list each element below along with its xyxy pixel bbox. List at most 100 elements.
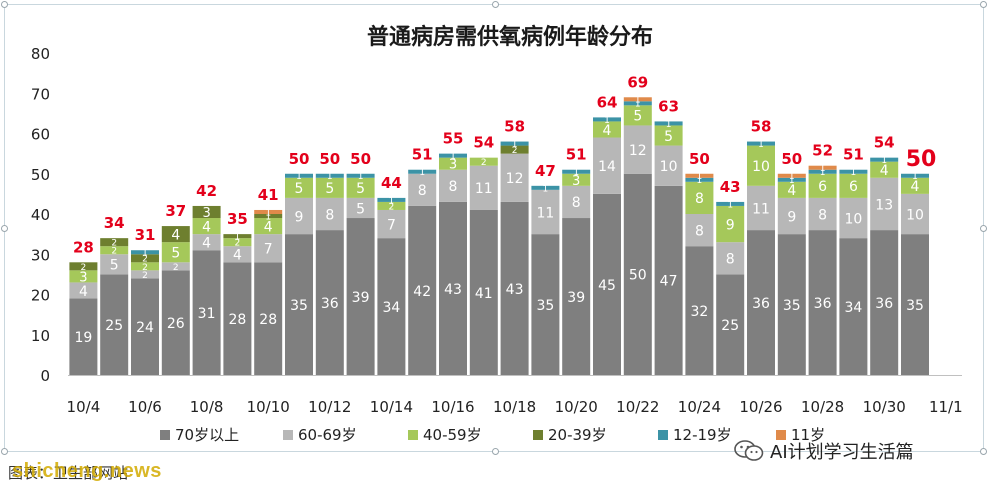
bar-segment <box>100 246 129 255</box>
bar-value-label: 4 <box>264 219 273 235</box>
chart-title: 普通病房需供氧病例年龄分布 <box>367 24 653 50</box>
bar-total-label: 52 <box>812 142 833 160</box>
bar-segment <box>346 218 375 375</box>
resize-handle-bottom-right[interactable] <box>980 448 987 455</box>
bar-segment <box>254 209 283 214</box>
bar-segment <box>870 177 899 231</box>
bar-segment <box>500 201 529 375</box>
y-tick-label: 30 <box>31 246 50 264</box>
resize-handle-bottom-left[interactable] <box>1 448 8 455</box>
bar-segment <box>623 173 652 375</box>
bar-segment <box>285 234 313 375</box>
bar-segment <box>901 234 929 375</box>
legend-label: 60-69岁 <box>298 426 357 444</box>
bar-segment <box>192 218 221 235</box>
legend-swatch <box>283 430 293 440</box>
bar-value-label: 9 <box>787 209 796 225</box>
resize-handle-left-middle[interactable] <box>1 225 8 232</box>
bar-value-label: 1 <box>912 172 918 182</box>
bar-segment <box>685 177 714 182</box>
y-tick-label: 50 <box>31 166 50 184</box>
x-tick-label: 10/6 <box>128 398 162 416</box>
bar-value-label: 35 <box>783 298 801 314</box>
bar-value-label: 39 <box>567 290 585 306</box>
bar-total-label: 54 <box>473 134 494 152</box>
bar-segment <box>777 181 806 198</box>
bar-segment <box>131 262 159 271</box>
bar-value-label: 4 <box>79 284 88 300</box>
bar-segment <box>346 173 375 178</box>
bar-segment <box>777 173 806 178</box>
bar-segment <box>192 250 221 375</box>
bar-segment <box>223 246 252 263</box>
bar-value-label: 3 <box>449 158 457 173</box>
bar-segment <box>839 169 868 174</box>
bar-segment <box>500 141 529 146</box>
bar-segment <box>623 101 652 106</box>
bar-segment <box>315 197 344 231</box>
bar-value-label: 4 <box>911 179 920 195</box>
bar-value-label: 35 <box>536 298 554 314</box>
bar-segment <box>839 173 868 198</box>
bar-value-label: 14 <box>598 159 616 175</box>
bar-value-label: 5 <box>325 181 334 197</box>
bar-segment <box>346 177 375 198</box>
bar-value-label: 24 <box>136 320 154 336</box>
bar-value-label: 5 <box>664 129 673 145</box>
resize-handle-top-right[interactable] <box>980 1 987 8</box>
bar-segment <box>223 238 252 247</box>
bar-value-label: 1 <box>419 168 425 178</box>
bar-value-label: 47 <box>660 274 678 290</box>
bar-total-label: 51 <box>566 146 587 164</box>
bar-value-label: 41 <box>475 286 493 302</box>
bars: 1943228255223424222131262543731443422842… <box>69 73 936 375</box>
bar-segment <box>716 201 745 206</box>
bar-value-label: 36 <box>875 296 893 312</box>
bar-segment <box>747 145 775 186</box>
y-tick-label: 40 <box>31 206 50 224</box>
bar-value-label: 36 <box>321 296 339 312</box>
bar-total-label: 51 <box>843 146 864 164</box>
bar-value-label: 4 <box>202 219 211 235</box>
bar-value-label: 43 <box>506 282 524 298</box>
bar-segment <box>439 201 467 375</box>
bar-value-label: 8 <box>818 207 827 223</box>
resize-handle-top-center[interactable] <box>492 1 499 8</box>
bar-segment <box>808 173 837 198</box>
bar-segment <box>285 173 313 178</box>
bar-value-label: 1 <box>235 233 241 243</box>
x-tick-label: 10/24 <box>678 398 721 416</box>
bar-segment <box>223 262 252 375</box>
bar-total-label: 34 <box>104 214 125 232</box>
bar-segment <box>161 262 190 271</box>
bar-segment <box>593 137 621 194</box>
legend-swatch <box>533 430 543 440</box>
bar-value-label: 34 <box>382 300 400 316</box>
resize-handle-right-middle[interactable] <box>980 225 987 232</box>
bar-value-label: 1 <box>265 212 271 222</box>
bar-value-label: 1 <box>296 172 302 182</box>
bar-segment <box>315 177 344 198</box>
bar-segment <box>654 185 683 375</box>
bar-segment <box>315 230 344 375</box>
bar-total-label: 50 <box>350 150 371 168</box>
resize-handle-top-left[interactable] <box>1 1 8 8</box>
x-tick-label: 10/28 <box>801 398 844 416</box>
bar-segment <box>808 197 837 231</box>
bar-value-label: 4 <box>202 235 211 251</box>
bar-value-label: 11 <box>752 201 770 217</box>
bar-total-label: 63 <box>658 97 679 115</box>
bar-total-label: 64 <box>597 93 618 111</box>
bar-value-label: 34 <box>844 300 862 316</box>
bar-segment <box>808 169 837 174</box>
bar-value-label: 2 <box>142 271 148 281</box>
resize-handle-bottom-center[interactable] <box>492 448 499 455</box>
bar-segment <box>716 205 745 243</box>
bar-value-label: 36 <box>752 296 770 312</box>
bar-segment <box>285 177 313 198</box>
bar-segment <box>254 214 283 219</box>
bar-segment <box>623 105 652 126</box>
legend: 70岁以上 60-69岁 40-59岁 20-39岁 12-19岁 11岁 <box>160 426 825 444</box>
bar-segment <box>870 161 899 178</box>
